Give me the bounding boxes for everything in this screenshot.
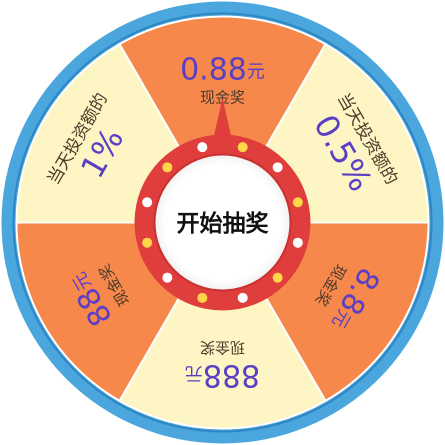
prize-amount: 0.88元 bbox=[180, 53, 265, 88]
pointer-arrow bbox=[213, 98, 232, 140]
hub-light-dot bbox=[272, 272, 283, 283]
hub-light-dot bbox=[142, 237, 153, 248]
hub-light-dot bbox=[237, 292, 248, 303]
prize-labels: 现金奖0.88元当天投资额的0.5%现金奖8.8元现金奖888元现金奖88元当天… bbox=[44, 53, 402, 393]
hub-light-dot bbox=[197, 292, 208, 303]
prize-caption: 现金奖 bbox=[200, 89, 245, 107]
outer-rim-line bbox=[12, 12, 433, 433]
prize-segment bbox=[118, 220, 327, 430]
hub-light-dot bbox=[272, 162, 283, 173]
start-button[interactable] bbox=[153, 153, 292, 292]
hub-light-dot bbox=[142, 197, 153, 208]
prize-segments bbox=[15, 15, 430, 430]
hub-light-dot bbox=[197, 142, 208, 153]
hub-light-dot bbox=[162, 162, 173, 173]
hub-light-dot bbox=[162, 272, 173, 283]
start-button-label[interactable]: 开始抽奖 bbox=[177, 210, 269, 237]
prize-caption: 现金奖 bbox=[200, 339, 245, 357]
hub-lights bbox=[142, 142, 303, 303]
hub-light-dot bbox=[292, 197, 303, 208]
prize-amount: 888元 bbox=[185, 358, 260, 393]
hub-light-dot bbox=[237, 142, 248, 153]
hub-light-dot bbox=[292, 237, 303, 248]
